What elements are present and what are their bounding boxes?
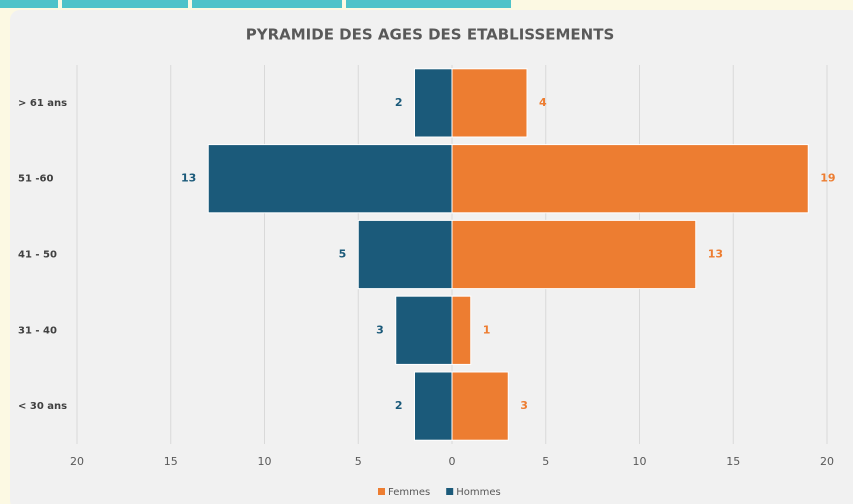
data-label: 19 [820,172,835,185]
legend-label: Hommes [456,487,500,498]
y-tick-label: 51 -60 [18,174,54,185]
x-tick-label: 5 [355,455,362,468]
bar [414,68,453,138]
bar [414,371,453,441]
tab [192,0,342,8]
tab [346,0,511,8]
x-tick-label: 15 [164,455,178,468]
y-tick-label: < 30 ans [18,401,67,412]
y-tick-label: 31 - 40 [18,325,57,336]
bar [395,295,453,365]
data-label: 1 [483,323,491,336]
data-label: 13 [708,248,723,261]
data-label: 3 [520,399,528,412]
x-tick-label: 5 [542,455,549,468]
bar [357,219,453,290]
bar [451,371,509,441]
data-label: 13 [181,172,196,185]
tab [62,0,188,8]
tab [0,0,58,8]
bar [451,295,472,365]
legend-swatch [378,488,385,495]
data-label: 3 [376,323,384,336]
x-tick-label: 0 [449,455,456,468]
chart-title: PYRAMIDE DES AGES DES ETABLISSEMENTS [246,26,615,44]
x-tick-label: 20 [70,455,84,468]
data-label: 4 [539,96,547,109]
x-tick-label: 10 [258,455,272,468]
x-tick-label: 20 [820,455,834,468]
x-tick-label: 10 [633,455,647,468]
y-tick-label: > 61 ans [18,98,67,109]
data-label: 2 [395,399,403,412]
bar [207,144,453,214]
x-tick-label: 15 [726,455,740,468]
data-label: 2 [395,96,403,109]
legend-label: Femmes [388,487,430,498]
bar [451,68,528,138]
bar [451,144,809,214]
y-tick-label: 41 - 50 [18,250,57,261]
data-label: 5 [339,248,347,261]
bar [451,219,697,290]
legend-swatch [446,488,454,495]
